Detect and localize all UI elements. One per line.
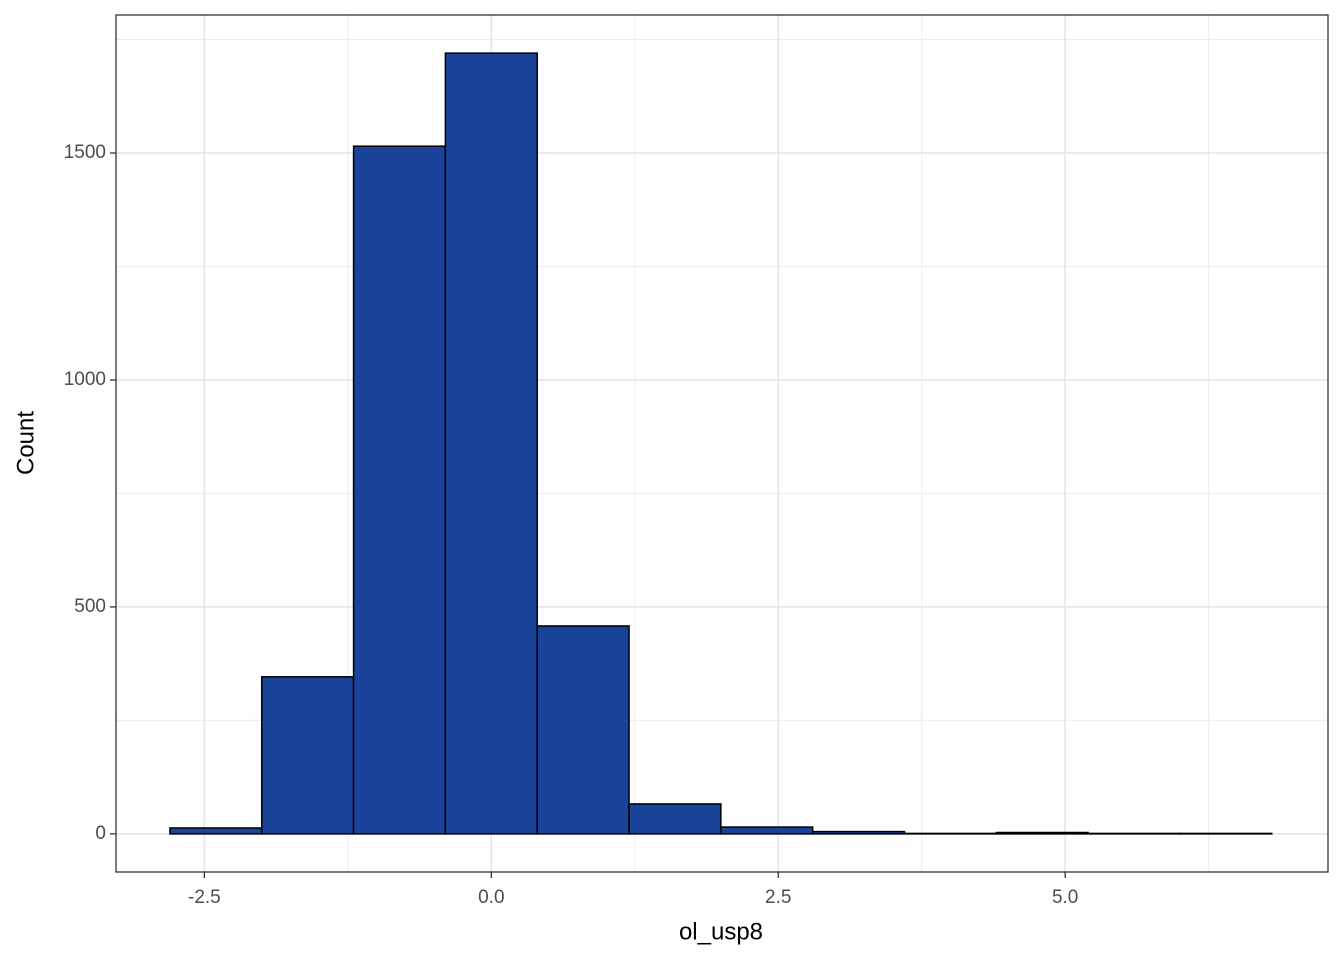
x-axis-title: ol_usp8 bbox=[679, 918, 763, 945]
x-tick-label: 2.5 bbox=[765, 887, 791, 908]
panel-border bbox=[115, 14, 1329, 873]
y-tick-label: 0 bbox=[95, 823, 106, 844]
x-tick-label: -2.5 bbox=[188, 887, 221, 908]
y-axis-title: Count bbox=[12, 411, 39, 475]
bar bbox=[536, 625, 630, 835]
y-tick-label: 500 bbox=[74, 596, 106, 617]
bar bbox=[628, 803, 722, 835]
y-tick-label: 1000 bbox=[64, 369, 106, 390]
bar bbox=[444, 52, 538, 835]
x-tick-label: 5.0 bbox=[1052, 887, 1078, 908]
bar bbox=[352, 145, 447, 835]
bar bbox=[995, 831, 1089, 835]
y-tick-label: 1500 bbox=[64, 142, 106, 163]
x-tick-label: 0.0 bbox=[478, 887, 504, 908]
bar bbox=[261, 676, 355, 835]
bar bbox=[169, 827, 263, 835]
bar bbox=[720, 826, 814, 835]
bar bbox=[811, 830, 906, 835]
